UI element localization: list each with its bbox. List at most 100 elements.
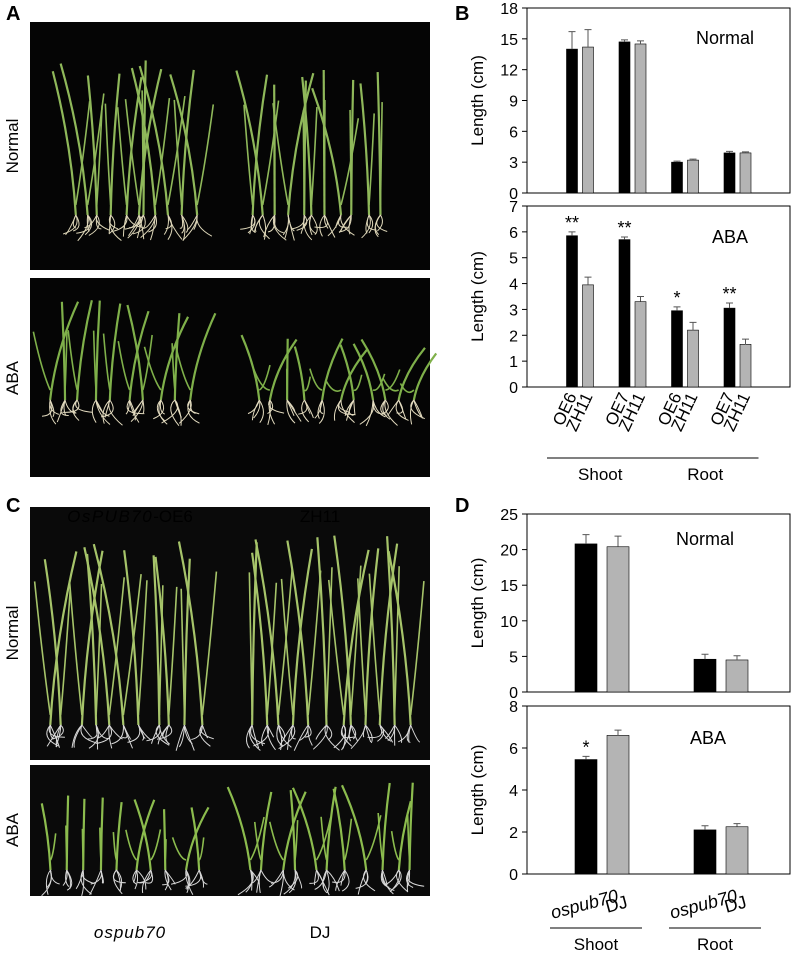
y-axis-label: Length (cm) [468,55,487,146]
root [286,399,296,424]
leaf [86,553,98,726]
bar [693,658,717,693]
root [353,399,356,416]
root [162,724,170,739]
y-tick-label: 3 [509,155,518,172]
error-bar [726,150,733,153]
leaf [343,818,353,861]
leaf [254,539,280,726]
leaf [130,67,157,216]
leaf [75,101,91,206]
root [164,869,172,891]
leaf [137,580,148,716]
root [317,399,323,419]
leaf [350,565,362,716]
root [293,724,309,751]
root [394,724,403,743]
root [100,869,104,884]
line-label: ospub70 [94,923,166,942]
root [167,214,183,240]
y-tick-label: 8 [509,699,518,716]
root [137,724,151,741]
leaf [409,581,425,716]
root [340,869,346,886]
leaf [135,799,156,871]
bar [606,735,630,875]
leaf [67,330,78,391]
leaf [159,316,190,401]
leaf [133,799,152,871]
leaf [399,383,415,394]
bar [618,239,631,388]
root [350,724,357,740]
leaf [289,790,297,871]
leaf [86,75,98,216]
leaf [372,373,386,391]
root [201,724,208,739]
bar [566,235,578,388]
error-bar [582,534,590,544]
root [284,214,289,239]
bar [723,307,736,388]
root [73,724,83,748]
root [267,399,271,426]
root [186,214,198,231]
root [181,214,185,234]
root [153,399,165,420]
root [277,724,292,748]
leaf [381,782,391,871]
leaf [65,795,70,871]
root [97,724,110,739]
root [116,869,123,892]
root [319,214,325,237]
root [333,724,347,749]
root [372,399,386,418]
leaf [95,105,103,206]
root [178,399,192,424]
leaf [342,549,370,726]
leaf [126,304,144,401]
root [46,869,52,889]
y-tick-label: 6 [509,124,518,141]
leaf [333,535,352,726]
root [46,724,62,747]
root [151,724,160,744]
root [91,399,97,423]
y-tick-label: 0 [509,867,518,884]
root [185,869,200,889]
leaf [240,334,261,401]
root [108,724,113,749]
root [338,214,352,234]
leaf [253,369,271,391]
root [45,869,51,895]
leaf [158,585,164,716]
error-bar [637,40,644,44]
root [251,399,260,421]
root [86,214,90,232]
y-tick-label: 9 [509,94,518,111]
leaf [408,782,414,871]
root [109,214,122,241]
root [389,869,401,893]
leaf [282,791,307,871]
root [324,724,340,751]
y-tick-label: 1 [509,354,518,371]
root [49,399,55,418]
root [136,214,144,239]
leaf [311,87,343,216]
root [382,869,388,886]
annotation: Normal [696,28,754,48]
leaf [301,76,313,216]
root [379,724,392,742]
bar [582,284,594,388]
leaf [365,815,382,861]
y-tick-label: 7 [509,199,518,216]
y-axis-label: Length (cm) [468,558,487,649]
root [181,214,189,233]
leaf [198,837,205,861]
line-label-part: OsPUB70 [67,507,153,526]
root [286,399,296,413]
root [384,399,398,426]
root [377,724,385,742]
